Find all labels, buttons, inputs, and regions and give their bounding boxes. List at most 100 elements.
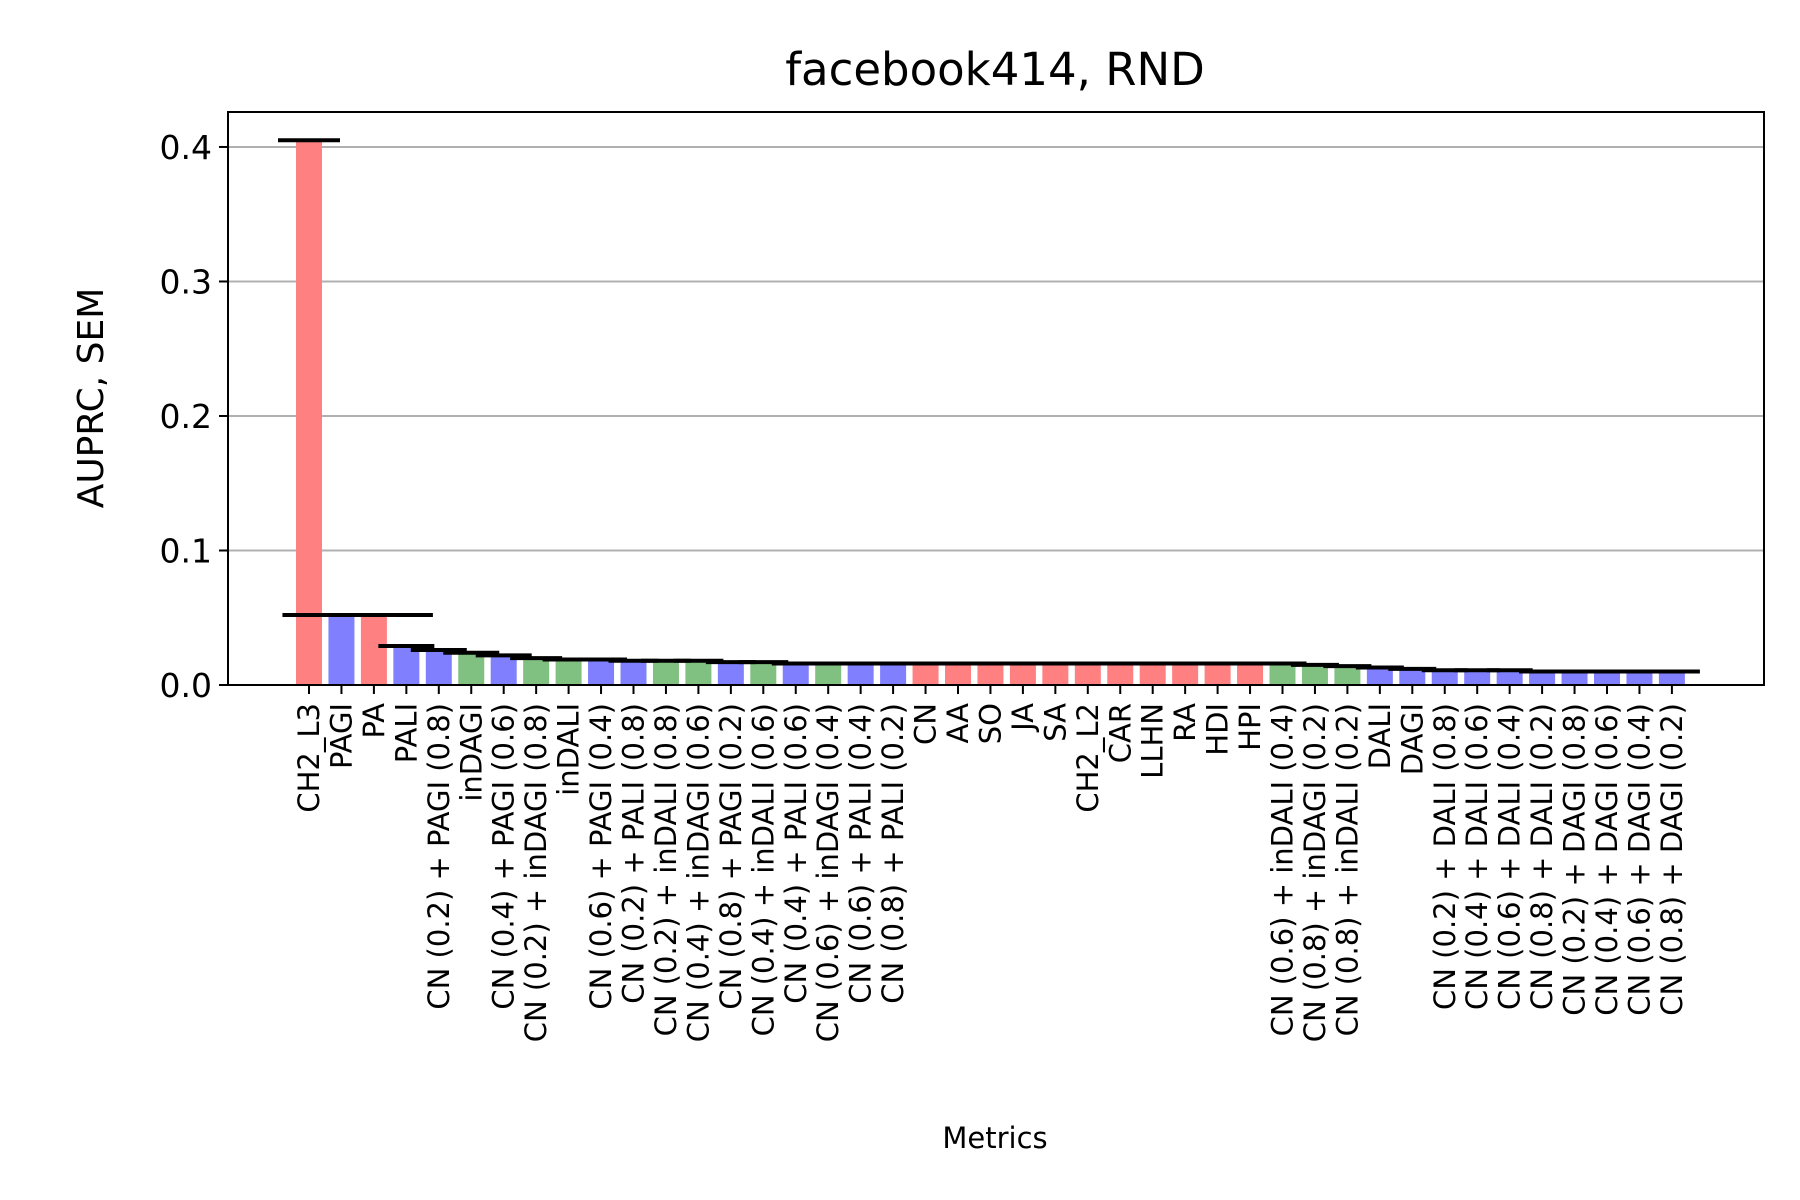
x-tick-label: CN (0.4) + PAGI (0.6) xyxy=(487,703,521,1010)
x-tick-label: CN (0.2) + PALI (0.8) xyxy=(617,703,651,1004)
x-tick-label: CN (0.8) + PALI (0.2) xyxy=(876,703,910,1004)
bar xyxy=(1658,671,1685,685)
bar xyxy=(1074,663,1101,685)
error-bars xyxy=(278,138,1700,674)
bar xyxy=(490,655,517,685)
x-tick-label: CN (0.6) + PALI (0.4) xyxy=(844,703,878,1004)
x-tick-label: CN (0.4) + DALI (0.6) xyxy=(1460,703,1494,1010)
bar xyxy=(1561,671,1588,685)
x-tick-label: CN (0.4) + inDAGI (0.6) xyxy=(681,703,715,1042)
bar xyxy=(1172,663,1199,685)
x-tick-label: PA xyxy=(357,703,391,739)
x-tick-label: PAGI xyxy=(324,703,358,769)
bar xyxy=(652,660,679,685)
bar xyxy=(1009,663,1036,685)
x-tick-label: SA xyxy=(1038,703,1072,742)
x-tick-label: CN (0.2) + DALI (0.8) xyxy=(1428,703,1462,1010)
bar xyxy=(588,659,615,685)
bar xyxy=(296,140,322,686)
bar xyxy=(458,652,485,685)
x-tick-label: CN (0.2) + inDALI (0.8) xyxy=(649,703,683,1036)
x-tick-label: inDALI xyxy=(552,703,586,796)
bar xyxy=(1269,663,1296,685)
bar xyxy=(1431,670,1458,685)
x-tick-label: CN (0.4) + PALI (0.6) xyxy=(779,703,813,1004)
bar xyxy=(717,662,744,685)
x-tick-label: CN (0.2) + DAGI (0.8) xyxy=(1558,703,1592,1016)
bar xyxy=(945,663,971,685)
bar xyxy=(977,663,1004,685)
x-tick-label: JA xyxy=(1006,703,1040,733)
x-tick-label: CN (0.4) + inDALI (0.6) xyxy=(746,703,780,1036)
x-tick-label: CN (0.6) + PAGI (0.4) xyxy=(584,703,618,1010)
bar xyxy=(1626,671,1653,685)
x-tick-label: CN (0.6) + inDALI (0.4) xyxy=(1266,703,1300,1036)
x-tick-label: PALI xyxy=(389,703,423,763)
x-axis-label: Metrics xyxy=(942,1121,1047,1155)
bar xyxy=(425,650,452,685)
bar xyxy=(750,662,777,685)
x-tick-label: HPI xyxy=(1233,703,1267,751)
bar xyxy=(1139,663,1166,685)
x-tick-label: CN xyxy=(909,703,943,745)
y-tick-label: 0.4 xyxy=(160,128,212,167)
x-tick-label: LLHN xyxy=(1136,703,1170,779)
bar xyxy=(1204,663,1231,685)
bar xyxy=(1301,664,1328,685)
x-tick-label: HDI xyxy=(1201,703,1235,756)
x-tick-label: CH2_L2 xyxy=(1071,703,1105,813)
y-tick-label: 0.2 xyxy=(160,397,212,436)
bar xyxy=(815,663,842,685)
y-axis-ticks: 0.0 0.1 0.2 0.3 0.4 xyxy=(160,128,228,705)
x-tick-label: RA xyxy=(1168,703,1202,742)
bar xyxy=(328,615,355,685)
bar xyxy=(685,660,712,685)
bar xyxy=(847,663,874,685)
bar xyxy=(1366,667,1393,685)
grid-lines xyxy=(228,145,1764,552)
bar xyxy=(1464,670,1491,685)
x-tick-label: CN (0.6) + inDAGI (0.4) xyxy=(811,703,845,1042)
y-tick-label: 0.3 xyxy=(160,262,212,301)
bar xyxy=(912,663,939,685)
chart-title: facebook414, RND xyxy=(785,43,1205,96)
x-tick-label: CH2_L3 xyxy=(292,703,326,813)
bar xyxy=(360,615,387,685)
bar xyxy=(1107,663,1134,685)
x-tick-label: CN (0.8) + PAGI (0.2) xyxy=(714,703,748,1010)
y-tick-label: 0.0 xyxy=(160,666,212,705)
x-tick-label: CN (0.8) + DAGI (0.2) xyxy=(1655,703,1689,1016)
x-tick-label: SO xyxy=(973,703,1007,744)
bar xyxy=(393,645,420,685)
bar xyxy=(523,658,550,685)
x-tick-label: AA xyxy=(941,703,975,744)
x-tick-label: CN (0.8) + inDALI (0.2) xyxy=(1330,703,1364,1036)
x-tick-label: DALI xyxy=(1363,703,1397,769)
x-tick-label: CN (0.6) + DALI (0.4) xyxy=(1493,703,1527,1010)
x-tick-label: CN (0.2) + inDAGI (0.8) xyxy=(519,703,553,1042)
y-tick-label: 0.1 xyxy=(160,531,212,570)
bar xyxy=(1594,671,1620,685)
bar xyxy=(782,663,809,685)
y-axis-label: AUPRC, SEM xyxy=(71,288,112,509)
bar xyxy=(1399,668,1426,685)
bar xyxy=(555,659,582,685)
x-tick-label: DAGI xyxy=(1395,703,1429,775)
bar xyxy=(1334,666,1361,685)
bar xyxy=(620,660,647,685)
bar xyxy=(1496,670,1523,685)
bar xyxy=(1042,663,1069,685)
x-tick-label: inDAGI xyxy=(454,703,488,802)
x-tick-label: CAR xyxy=(1103,703,1137,763)
x-tick-label: CN (0.2) + PAGI (0.8) xyxy=(422,703,456,1010)
bar xyxy=(1237,663,1264,685)
bar xyxy=(880,663,907,685)
plot-frame xyxy=(227,111,1765,686)
x-tick-label: CN (0.6) + DAGI (0.4) xyxy=(1622,703,1656,1016)
x-tick-label: CN (0.4) + DAGI (0.6) xyxy=(1590,703,1624,1016)
x-tick-label: CN (0.8) + DALI (0.2) xyxy=(1525,703,1559,1010)
x-tick-label: CN (0.8) + inDAGI (0.2) xyxy=(1298,703,1332,1042)
bar xyxy=(1529,671,1556,685)
